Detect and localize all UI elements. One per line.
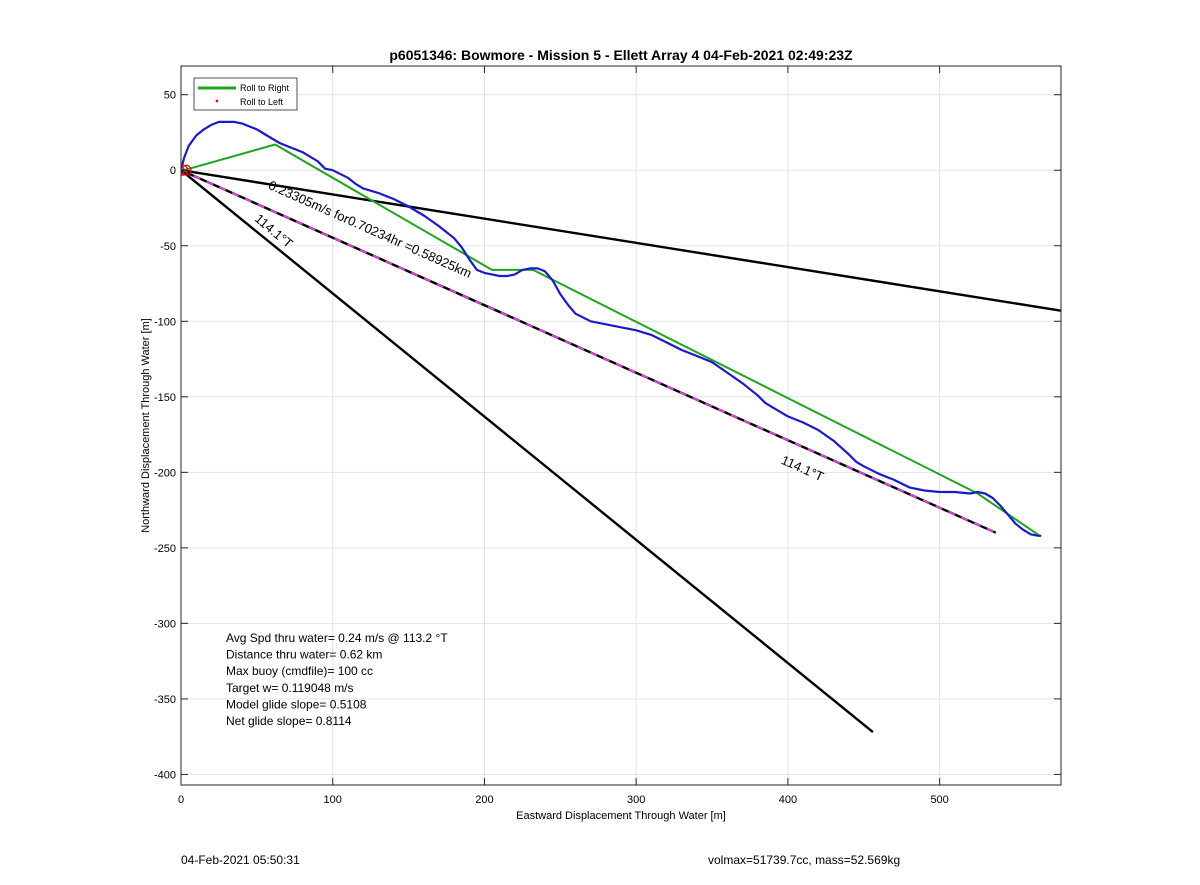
stats-line: Avg Spd thru water= 0.24 m/s @ 113.2 °T <box>226 631 448 645</box>
footer-volmax-mass: volmax=51739.7cc, mass=52.569kg <box>708 853 901 867</box>
footer-timestamp: 04-Feb-2021 05:50:31 <box>181 853 300 867</box>
stats-line: Model glide slope= 0.5108 <box>226 697 367 711</box>
x-tick-label: 400 <box>779 794 797 806</box>
x-tick-label: 200 <box>475 794 493 806</box>
y-tick-label: -400 <box>154 769 176 781</box>
legend-label-roll-left: Roll to Left <box>240 97 284 107</box>
x-tick-label: 100 <box>324 794 342 806</box>
mean-line-dash <box>181 169 997 534</box>
legend-box <box>193 77 298 111</box>
y-tick-label: -150 <box>154 392 176 404</box>
x-tick-label: 0 <box>178 794 184 806</box>
y-tick-label: -250 <box>154 543 176 555</box>
data-layer <box>181 120 1061 734</box>
y-tick-label: -100 <box>154 316 176 328</box>
heading-line <box>181 169 1061 312</box>
y-tick-label: 50 <box>164 90 176 102</box>
legend-swatch-roll-left <box>215 99 219 103</box>
x-tick-label: 500 <box>930 794 948 806</box>
y-tick-label: 0 <box>170 165 176 177</box>
x-axis-label: Eastward Displacement Through Water [m] <box>516 810 726 822</box>
plot-area <box>181 66 1061 785</box>
y-tick-label: -300 <box>154 618 176 630</box>
y-tick-label: -50 <box>160 241 176 253</box>
heading-line <box>181 169 874 734</box>
stats-line: Max buoy (cmdfile)= 100 cc <box>226 664 373 678</box>
y-tick-label: -350 <box>154 694 176 706</box>
roll-right-line <box>183 143 1041 537</box>
stats-line: Target w= 0.119048 m/s <box>226 681 354 695</box>
y-tick-label: -200 <box>154 467 176 479</box>
chart-title: p6051346: Bowmore - Mission 5 - Ellett A… <box>389 47 853 63</box>
x-tick-label: 300 <box>627 794 645 806</box>
legend-label-roll-right: Roll to Right <box>240 83 290 93</box>
stats-line: Distance thru water= 0.62 km <box>226 648 382 662</box>
y-axis-label: Northward Displacement Through Water [m] <box>140 318 152 533</box>
stats-line: Net glide slope= 0.8114 <box>226 714 352 728</box>
track-line <box>181 120 1042 537</box>
axes-box <box>180 65 1062 786</box>
